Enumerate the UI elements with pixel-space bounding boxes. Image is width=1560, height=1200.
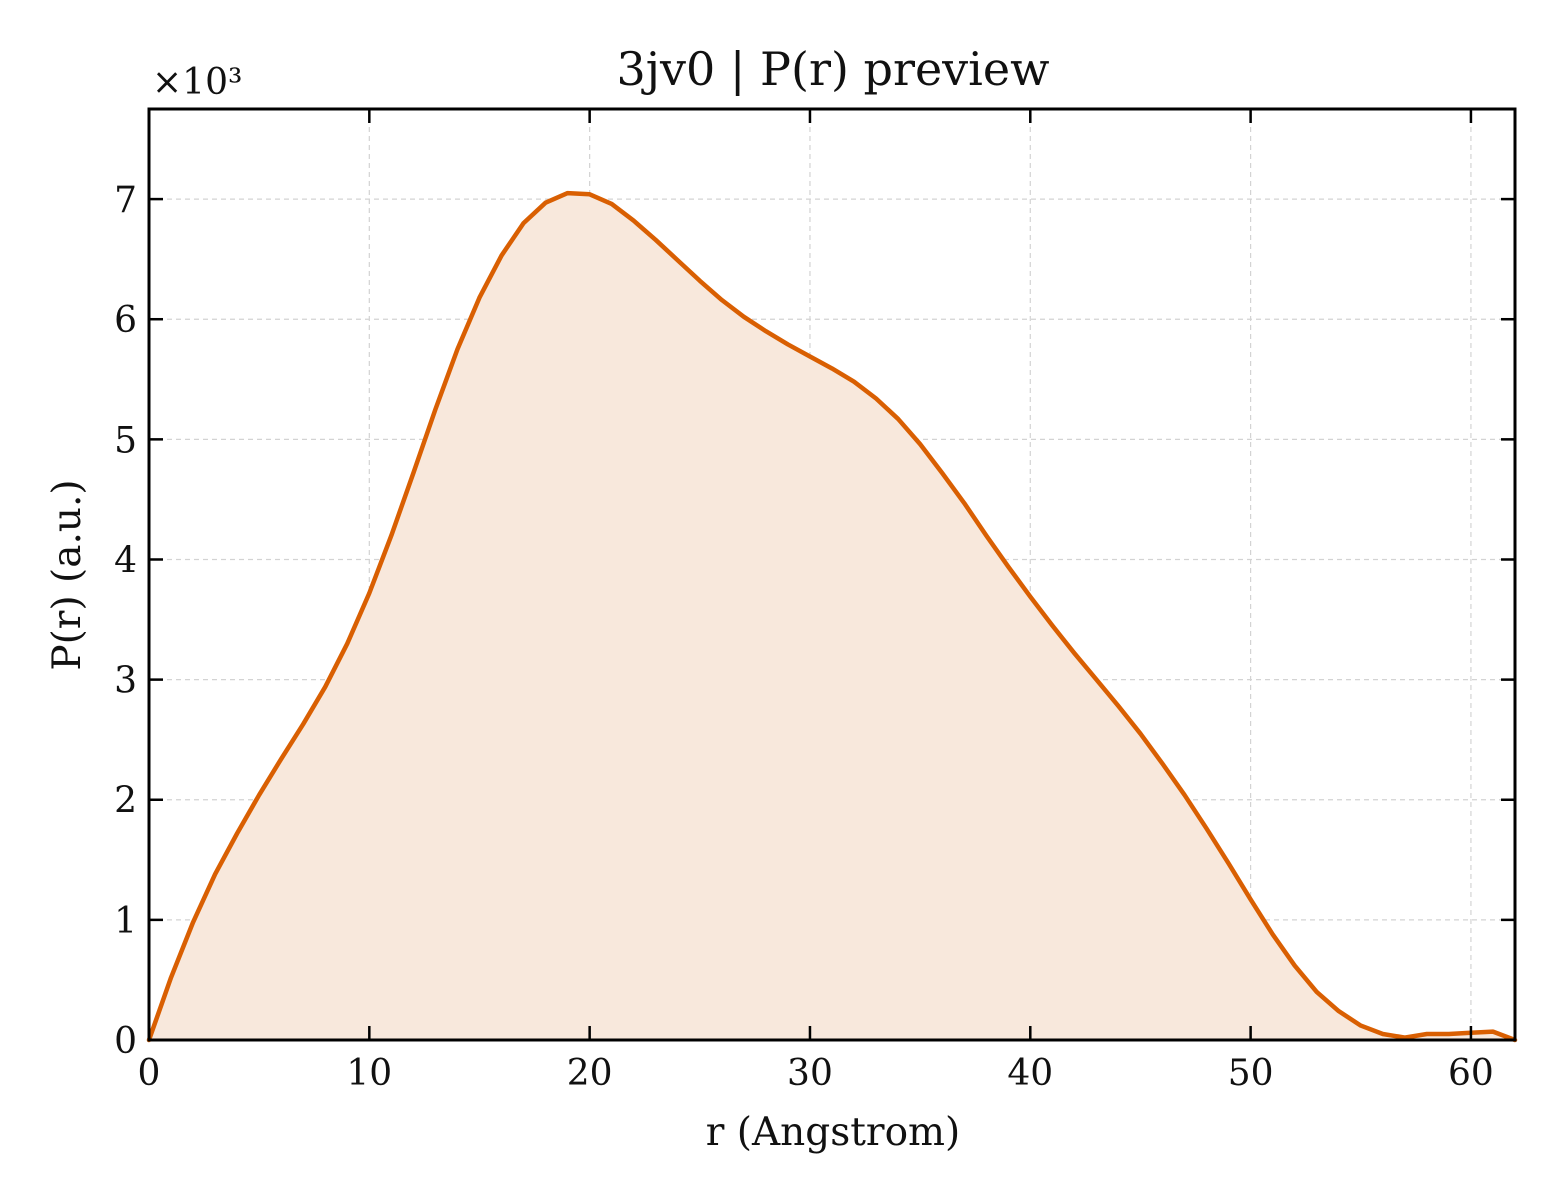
y-tick-label: 4 <box>114 540 137 581</box>
series-layer <box>146 190 1518 1043</box>
chart-title: 3jv0 | P(r) preview <box>617 42 1050 96</box>
series-line <box>146 190 1518 1043</box>
axes <box>147 107 1517 1042</box>
x-tick-label: 10 <box>346 1053 392 1094</box>
plot-frame <box>147 107 1517 1042</box>
x-axis-label: r (Angstrom) <box>706 1110 961 1155</box>
x-tick-label: 50 <box>1228 1053 1274 1094</box>
y-tick-label: 5 <box>114 420 137 461</box>
tick-labels: 0 10 20 30 40 50 60 0 1 2 3 4 5 6 7 <box>114 180 1494 1094</box>
y-axis-label: P(r) (a.u.) <box>45 479 90 670</box>
y-tick-label: 6 <box>114 300 137 341</box>
y-tick-label: 2 <box>114 781 137 822</box>
y-tick-label: 0 <box>114 1021 137 1062</box>
x-tick-label: 20 <box>567 1053 613 1094</box>
y-tick-label: 7 <box>114 180 137 221</box>
series-fill-area <box>149 193 1515 1041</box>
x-tick-label: 40 <box>1007 1053 1053 1094</box>
y-tick-label: 1 <box>114 901 137 942</box>
y-tick-label: 3 <box>114 661 137 702</box>
x-tick-label: 30 <box>787 1053 833 1094</box>
y-axis-multiplier: ×10³ <box>152 62 242 103</box>
x-tick-label: 0 <box>138 1053 161 1094</box>
x-tick-label: 60 <box>1448 1053 1494 1094</box>
